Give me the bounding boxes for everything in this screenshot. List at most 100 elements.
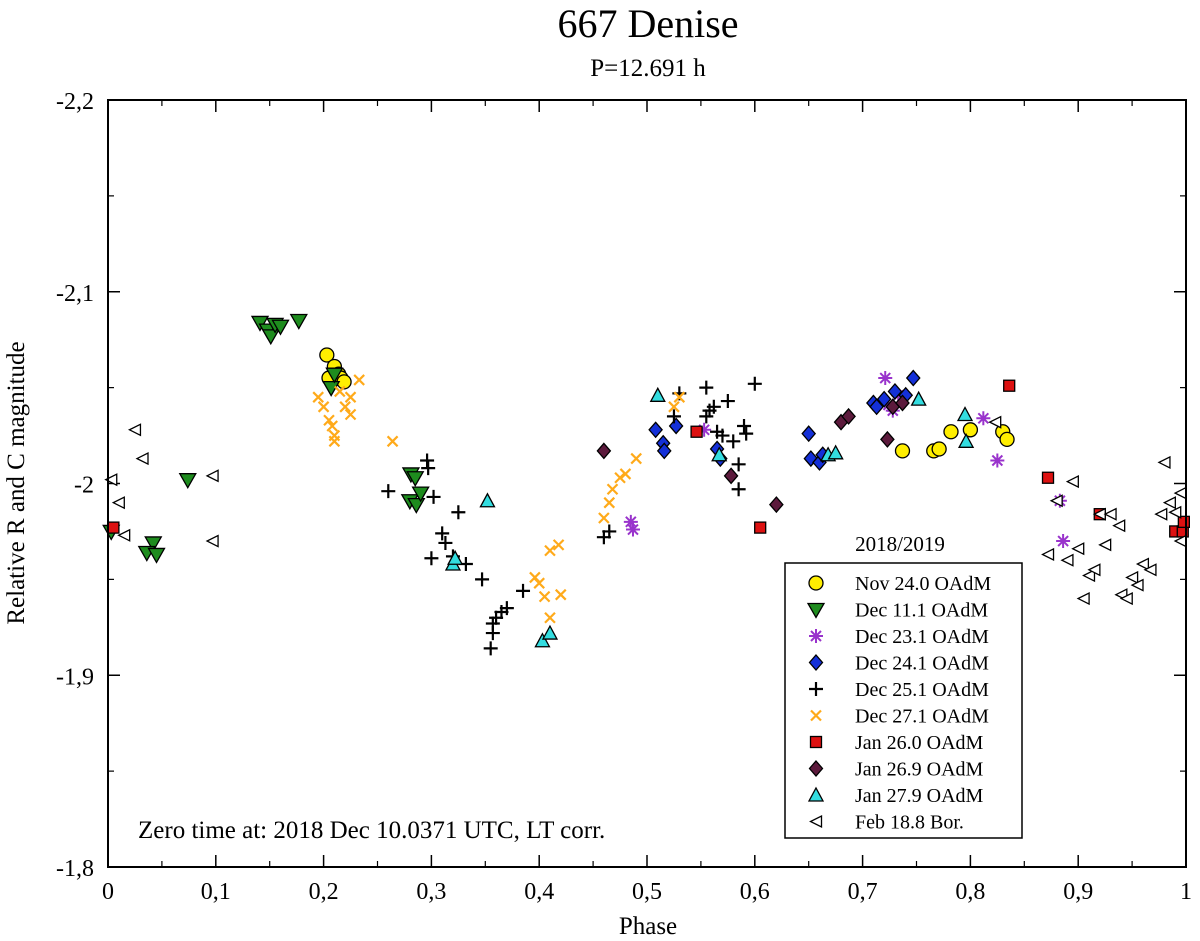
data-point — [312, 391, 324, 403]
data-point — [1087, 563, 1101, 577]
data-point — [516, 583, 531, 598]
x-tick-label: 0,8 — [955, 879, 985, 905]
data-point — [421, 461, 436, 476]
x-tick-label: 0,3 — [416, 879, 446, 905]
legend-label: Jan 26.0 OAdM — [855, 732, 984, 754]
data-point — [715, 428, 730, 443]
legend-label: Dec 27.1 OAdM — [855, 706, 989, 728]
data-point — [706, 399, 721, 414]
data-point — [726, 434, 741, 449]
chart-title: 667 Denise — [557, 1, 738, 46]
data-point — [205, 469, 219, 483]
data-point — [648, 421, 663, 439]
data-point — [603, 496, 616, 509]
x-tick-label: 0,6 — [740, 879, 770, 905]
y-tick-label: -2 — [74, 473, 94, 499]
data-point — [711, 446, 728, 462]
data-point — [943, 424, 959, 440]
x-tick-label: 0 — [102, 879, 114, 905]
legend: 2018/2019 Nov 24.0 OAdM Dec 11.1 OAdM Dec … — [784, 532, 1023, 839]
legend-items: Nov 24.0 OAdM Dec 11.1 OAdM Dec 23.1 OAdM D… — [806, 573, 991, 834]
data-point — [111, 496, 125, 510]
legend-marker — [808, 654, 824, 671]
data-point — [1143, 563, 1157, 577]
data-point — [905, 369, 921, 387]
plot-frame — [107, 99, 1187, 868]
data-point — [328, 435, 341, 448]
x-tick-label: 0,1 — [201, 879, 231, 905]
data-point — [699, 380, 714, 395]
data-point — [656, 442, 672, 460]
data-point — [880, 430, 895, 448]
data-point — [1065, 475, 1079, 489]
data-point — [1003, 379, 1016, 392]
zero-time-annotation: Zero time at: 2018 Dec 10.0371 UTC, LT c… — [138, 817, 605, 844]
data-point — [554, 588, 567, 601]
data-point — [475, 572, 490, 587]
data-point — [720, 394, 735, 409]
data-point — [406, 471, 425, 488]
data-point — [289, 313, 308, 330]
data-point — [344, 391, 357, 403]
data-point — [931, 441, 947, 457]
data-point — [1060, 553, 1074, 567]
x-tick-label: 0,2 — [309, 879, 339, 905]
data-point — [1157, 455, 1171, 469]
data-point — [107, 521, 120, 534]
data-point — [723, 467, 739, 485]
x-tick-label: 0,9 — [1063, 879, 1093, 905]
y-tick-label: -2,2 — [56, 89, 94, 115]
data-point — [435, 526, 450, 541]
data-point — [1098, 538, 1112, 552]
legend-marker — [808, 760, 824, 777]
data-point — [1082, 568, 1096, 583]
x-tick-label: 1 — [1180, 879, 1192, 905]
data-point — [673, 391, 686, 403]
data-point — [731, 457, 746, 472]
data-point — [878, 371, 893, 386]
data-point — [407, 497, 426, 514]
data-point — [552, 539, 565, 551]
data-point — [1071, 542, 1085, 556]
data-point — [697, 422, 712, 437]
y-tick-label: -2,1 — [56, 281, 94, 307]
x-tick-label: 0,4 — [524, 879, 554, 905]
data-point — [690, 425, 703, 438]
legend-marker — [809, 814, 823, 829]
data-point — [598, 512, 610, 524]
data-point — [976, 411, 991, 426]
x-axis-label: Phase — [619, 913, 677, 940]
data-point — [485, 626, 500, 641]
data-point — [630, 452, 642, 465]
data-point — [602, 524, 617, 539]
data-point — [739, 426, 754, 441]
data-point — [1056, 534, 1071, 549]
data-point — [841, 407, 856, 425]
data-point — [1041, 471, 1055, 484]
data-point — [178, 473, 197, 489]
data-point — [869, 398, 884, 416]
data-point — [205, 534, 219, 548]
data-point — [623, 514, 638, 529]
x-tick-label: 0,5 — [632, 879, 662, 905]
data-point — [747, 376, 762, 391]
data-point — [956, 406, 974, 422]
data-point — [1049, 494, 1063, 508]
data-point — [894, 443, 911, 459]
data-point — [827, 444, 844, 460]
data-point — [447, 549, 464, 565]
data-point — [668, 401, 680, 413]
data-point — [619, 468, 632, 480]
data-point — [887, 382, 903, 400]
data-point — [451, 505, 466, 520]
chart-subtitle: P=12.691 h — [590, 55, 706, 82]
legend-marker — [808, 575, 824, 591]
data-point — [353, 374, 365, 386]
data-point — [1125, 570, 1139, 585]
data-point — [737, 418, 752, 433]
data-point — [381, 484, 396, 499]
y-tick-label: -1,9 — [56, 664, 94, 690]
data-point — [962, 422, 979, 438]
data-point — [325, 367, 344, 384]
